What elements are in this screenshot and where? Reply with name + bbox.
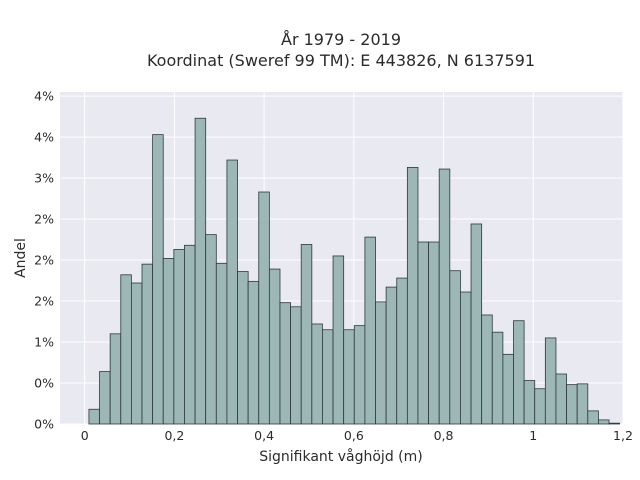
histogram-bar xyxy=(215,262,228,425)
histogram-bar xyxy=(290,306,302,425)
histogram-bar xyxy=(226,159,238,425)
y-tick-label: 0% xyxy=(34,417,54,432)
histogram-bar xyxy=(385,286,398,425)
histogram-bar xyxy=(364,236,376,425)
x-tick-label: 0,4 xyxy=(254,428,274,443)
x-tick-label: 0,2 xyxy=(164,428,184,443)
chart-title-line-2: Koordinat (Sweref 99 TM): E 443826, N 61… xyxy=(147,51,535,70)
histogram-bar xyxy=(460,291,472,425)
y-tick-label: 4% xyxy=(34,130,54,145)
histogram-bar xyxy=(88,408,100,425)
histogram-bar xyxy=(353,325,366,425)
histogram-bar xyxy=(544,337,557,425)
x-tick-label: 0,6 xyxy=(344,428,364,443)
chart-title: År 1979 - 2019 Koordinat (Sweref 99 TM):… xyxy=(147,30,535,70)
histogram-bar xyxy=(566,384,578,425)
histogram-bar xyxy=(300,244,313,425)
histogram-bar xyxy=(247,280,260,425)
y-tick-label: 1% xyxy=(34,335,54,350)
histogram-bar xyxy=(523,380,536,425)
histogram-bar xyxy=(311,323,323,425)
histogram-bar xyxy=(258,191,270,425)
histogram-bar xyxy=(173,248,185,425)
histogram-bar xyxy=(417,241,429,425)
histogram-bar xyxy=(576,383,589,425)
x-axis-label: Signifikant våghöjd (m) xyxy=(259,448,422,465)
histogram-bar xyxy=(279,302,292,425)
histogram-bar xyxy=(534,388,546,425)
histogram-bar xyxy=(513,320,525,425)
histogram-bar xyxy=(120,274,132,425)
y-tick-label: 2% xyxy=(34,253,54,268)
y-tick-label: 3% xyxy=(34,171,54,186)
histogram-bar xyxy=(598,419,610,425)
histogram-bar xyxy=(502,353,514,425)
y-tick-label: 2% xyxy=(34,294,54,309)
histogram-bar xyxy=(194,117,207,425)
x-tick-label: 1 xyxy=(529,428,537,443)
chart-title-line-1: År 1979 - 2019 xyxy=(281,30,401,49)
y-tick-label: 0% xyxy=(34,376,54,391)
histogram-bar xyxy=(406,167,419,425)
histogram-bar xyxy=(343,329,355,425)
x-axis-ticks: 0 0,2 0,4 0,6 0,8 1 1,2 xyxy=(81,428,633,443)
histogram-bar xyxy=(322,329,334,425)
histogram-bar xyxy=(332,255,345,425)
histogram-bar xyxy=(481,314,493,425)
histogram-bar xyxy=(184,244,196,425)
y-axis-label: Andel xyxy=(13,238,29,278)
histogram-bar xyxy=(237,271,249,425)
histogram-bar xyxy=(109,333,122,425)
histogram-bar xyxy=(396,277,408,425)
histogram-bar xyxy=(130,282,143,425)
histogram-bar xyxy=(438,168,451,425)
histogram-bar xyxy=(491,331,504,425)
x-tick-label: 0 xyxy=(81,428,89,443)
histogram-bar xyxy=(428,241,440,425)
x-tick-label: 0,8 xyxy=(434,428,454,443)
histogram-bar xyxy=(162,258,175,425)
histogram-bar xyxy=(375,301,387,425)
histogram-bar xyxy=(268,268,281,425)
y-tick-label: 4% xyxy=(34,89,54,104)
histogram-bars xyxy=(88,117,621,425)
x-tick-label: 1,2 xyxy=(613,428,633,443)
histogram-bar xyxy=(608,422,621,425)
histogram-bar xyxy=(141,263,154,425)
histogram-bar xyxy=(152,134,164,425)
histogram-bar xyxy=(99,371,111,425)
y-tick-label: 2% xyxy=(34,212,54,227)
y-axis-ticks: 0% 0% 1% 2% 2% 2% 3% 4% 4% xyxy=(34,89,54,432)
histogram-bar xyxy=(587,410,599,425)
histogram-bar xyxy=(205,234,217,425)
histogram-bar xyxy=(449,270,461,425)
histogram-bar xyxy=(555,373,567,425)
histogram-bar xyxy=(470,223,483,425)
